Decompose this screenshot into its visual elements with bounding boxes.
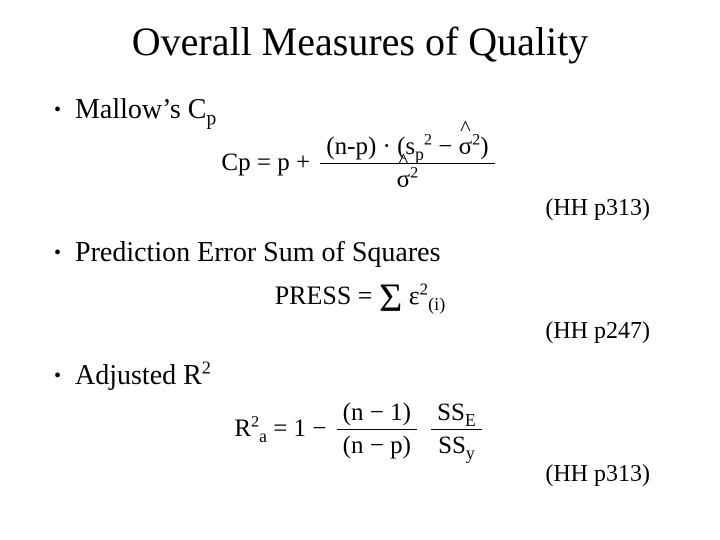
- cp-num-d: ): [480, 133, 488, 160]
- ra-lhs-sub: a: [259, 426, 267, 446]
- press-eps-sym: ε: [409, 281, 420, 310]
- ra-lhs-a: R: [234, 415, 251, 442]
- section-adjusted-r2: • Adjusted R2 R2a = 1 − (n − 1) (n − p) …: [50, 359, 670, 488]
- formula-ra-expr: R2a = 1 − (n − 1) (n − p) SSE SSy: [234, 399, 485, 459]
- cp-den-sup: 2: [410, 163, 418, 181]
- bullet-3-prefix: Adjusted R: [75, 360, 202, 391]
- ra-lhs: R2a = 1 −: [234, 415, 332, 442]
- ra-f1-num: (n − 1): [337, 399, 417, 429]
- press-lhs: PRESS =: [275, 281, 379, 310]
- sum-icon: Σ: [379, 278, 402, 318]
- cp-num-a-sup: 2: [424, 131, 432, 149]
- press-eps-sub: (i): [428, 294, 445, 314]
- cp-den-sigma-hat: σ: [397, 166, 410, 194]
- ra-fraction-1: (n − 1) (n − p): [337, 399, 417, 459]
- bullet-3-sup: 2: [202, 358, 211, 378]
- formula-press: PRESS = Σ ε2(i): [50, 276, 670, 316]
- cp-fraction: (n-p) · (sp2 − σ2) σ2: [320, 133, 494, 193]
- bullet-1-sub: p: [206, 109, 216, 130]
- bullet-dot-icon: •: [54, 359, 61, 393]
- ra-f2-den-sub: y: [466, 443, 475, 463]
- press-eps-sup: 2: [420, 279, 428, 298]
- ra-f2-num-a: SS: [437, 399, 465, 426]
- slide: Overall Measures of Quality • Mallow’s C…: [0, 0, 720, 540]
- ra-lhs-sup: 2: [251, 413, 259, 431]
- cp-num-b: −: [432, 133, 459, 160]
- bullet-2-text: Prediction Error Sum of Squares: [75, 236, 441, 270]
- formula-press-expr: PRESS = Σ ε2(i): [275, 276, 446, 316]
- formula-cp-expr: Cp = p + (n-p) · (sp2 − σ2) σ2: [221, 133, 498, 193]
- bullet-dot-icon: •: [54, 93, 61, 127]
- ra-lhs-b: = 1 −: [267, 415, 333, 442]
- ref-2: (HH p247): [50, 318, 670, 345]
- bullet-3: • Adjusted R2: [50, 359, 670, 393]
- page-title: Overall Measures of Quality: [50, 18, 670, 65]
- ra-fraction-2: SSE SSy: [431, 399, 482, 459]
- cp-denominator: σ2: [320, 163, 494, 194]
- ra-f2-num: SSE: [431, 399, 482, 429]
- ref-1: (HH p313): [50, 195, 670, 222]
- press-eps: ε2(i): [409, 281, 446, 310]
- bullet-3-text: Adjusted R2: [75, 359, 211, 393]
- bullet-1: • Mallow’s Cp: [50, 93, 670, 127]
- formula-cp: Cp = p + (n-p) · (sp2 − σ2) σ2: [50, 133, 670, 193]
- ra-f2-num-sub: E: [465, 410, 476, 430]
- ra-f2-den: SSy: [431, 429, 482, 460]
- formula-ra: R2a = 1 − (n − 1) (n − p) SSE SSy: [50, 399, 670, 459]
- cp-num-a-sub: p: [415, 144, 424, 164]
- cp-lhs: Cp = p +: [221, 149, 316, 176]
- ref-3: (HH p313): [50, 461, 670, 488]
- bullet-1-text: Mallow’s Cp: [75, 93, 216, 127]
- cp-num-sigma-hat: σ: [459, 133, 472, 161]
- ra-f1-den: (n − p): [337, 429, 417, 460]
- section-mallows-cp: • Mallow’s Cp Cp = p + (n-p) · (sp2 − σ2…: [50, 93, 670, 222]
- bullet-2: • Prediction Error Sum of Squares: [50, 236, 670, 270]
- section-press: • Prediction Error Sum of Squares PRESS …: [50, 236, 670, 345]
- bullet-1-prefix: Mallow’s C: [75, 94, 206, 125]
- bullet-dot-icon: •: [54, 236, 61, 270]
- ra-f2-den-a: SS: [438, 432, 466, 459]
